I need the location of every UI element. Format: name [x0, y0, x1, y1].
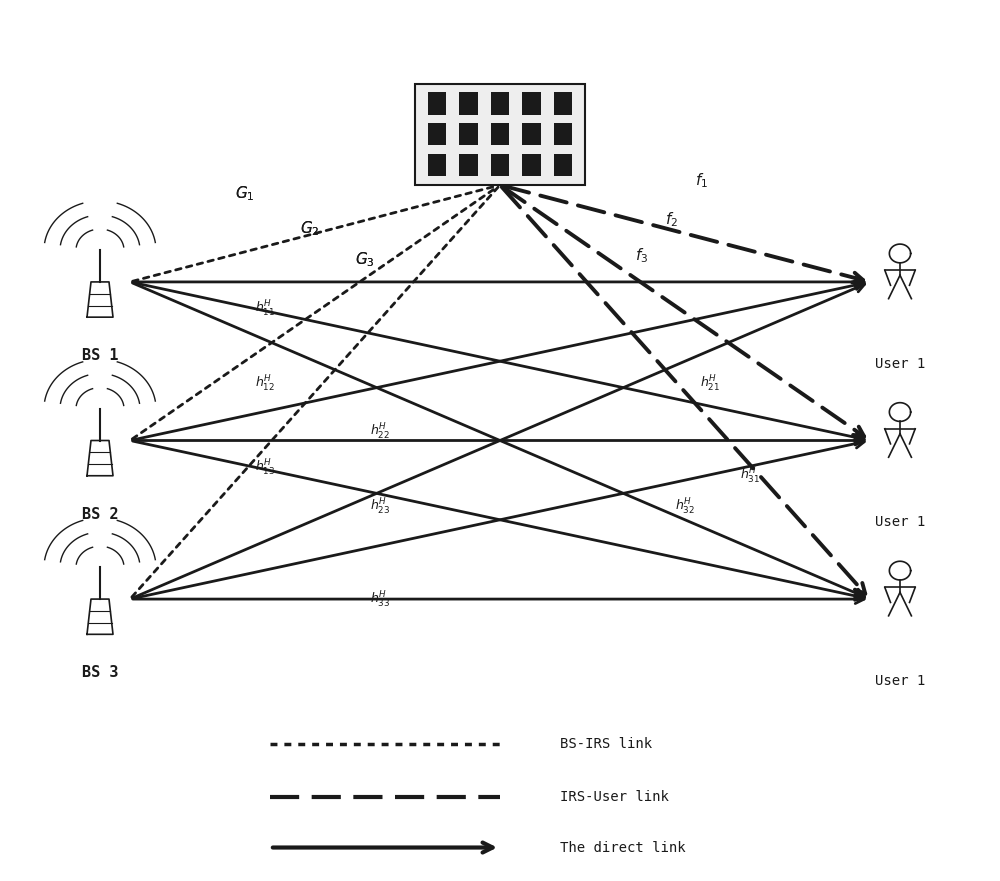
- Bar: [522, 154, 541, 176]
- Bar: [491, 93, 509, 115]
- Text: $h_{13}^{H}$: $h_{13}^{H}$: [255, 457, 275, 478]
- Bar: [522, 93, 541, 115]
- Bar: [415, 84, 585, 185]
- Text: $f_3$: $f_3$: [635, 246, 648, 264]
- Polygon shape: [87, 282, 113, 317]
- Text: BS 3: BS 3: [82, 665, 118, 680]
- Text: $h_{22}^{H}$: $h_{22}^{H}$: [370, 422, 390, 442]
- Bar: [459, 154, 478, 176]
- Polygon shape: [889, 561, 911, 580]
- Text: BS-IRS link: BS-IRS link: [560, 737, 652, 751]
- Polygon shape: [889, 403, 911, 421]
- Text: User 1: User 1: [875, 674, 925, 688]
- Bar: [522, 123, 541, 145]
- Bar: [554, 93, 572, 115]
- Polygon shape: [87, 440, 113, 476]
- Text: $h_{32}^{H}$: $h_{32}^{H}$: [675, 497, 695, 517]
- Polygon shape: [87, 599, 113, 634]
- Bar: [554, 123, 572, 145]
- Text: $G_3$: $G_3$: [355, 250, 375, 269]
- Text: $h_{23}^{H}$: $h_{23}^{H}$: [370, 497, 390, 517]
- Bar: [491, 154, 509, 176]
- Text: $h_{11}^{H}$: $h_{11}^{H}$: [255, 299, 275, 319]
- Text: User 1: User 1: [875, 357, 925, 371]
- Bar: [428, 123, 446, 145]
- Bar: [428, 93, 446, 115]
- Text: $G_2$: $G_2$: [300, 219, 319, 238]
- Text: $G_3$: $G_3$: [355, 250, 375, 269]
- Text: $h_{12}^{H}$: $h_{12}^{H}$: [255, 374, 275, 394]
- Text: $G_1$: $G_1$: [235, 184, 255, 203]
- Text: The direct link: The direct link: [560, 840, 686, 855]
- Text: $G_2$: $G_2$: [300, 219, 319, 238]
- Bar: [459, 93, 478, 115]
- Text: IRS-User link: IRS-User link: [560, 790, 669, 804]
- Bar: [491, 123, 509, 145]
- Text: $f_2$: $f_2$: [665, 211, 678, 229]
- Text: $h_{31}^{H}$: $h_{31}^{H}$: [740, 466, 760, 486]
- Text: BS 2: BS 2: [82, 507, 118, 522]
- Text: $h_{21}^{H}$: $h_{21}^{H}$: [700, 374, 720, 394]
- Text: $G_1$: $G_1$: [235, 184, 255, 203]
- Polygon shape: [889, 244, 911, 263]
- Text: $f_1$: $f_1$: [695, 171, 708, 189]
- Text: User 1: User 1: [875, 515, 925, 529]
- Bar: [459, 123, 478, 145]
- Text: BS 1: BS 1: [82, 348, 118, 363]
- Bar: [428, 154, 446, 176]
- Text: $h_{33}^{H}$: $h_{33}^{H}$: [370, 589, 390, 610]
- Bar: [554, 154, 572, 176]
